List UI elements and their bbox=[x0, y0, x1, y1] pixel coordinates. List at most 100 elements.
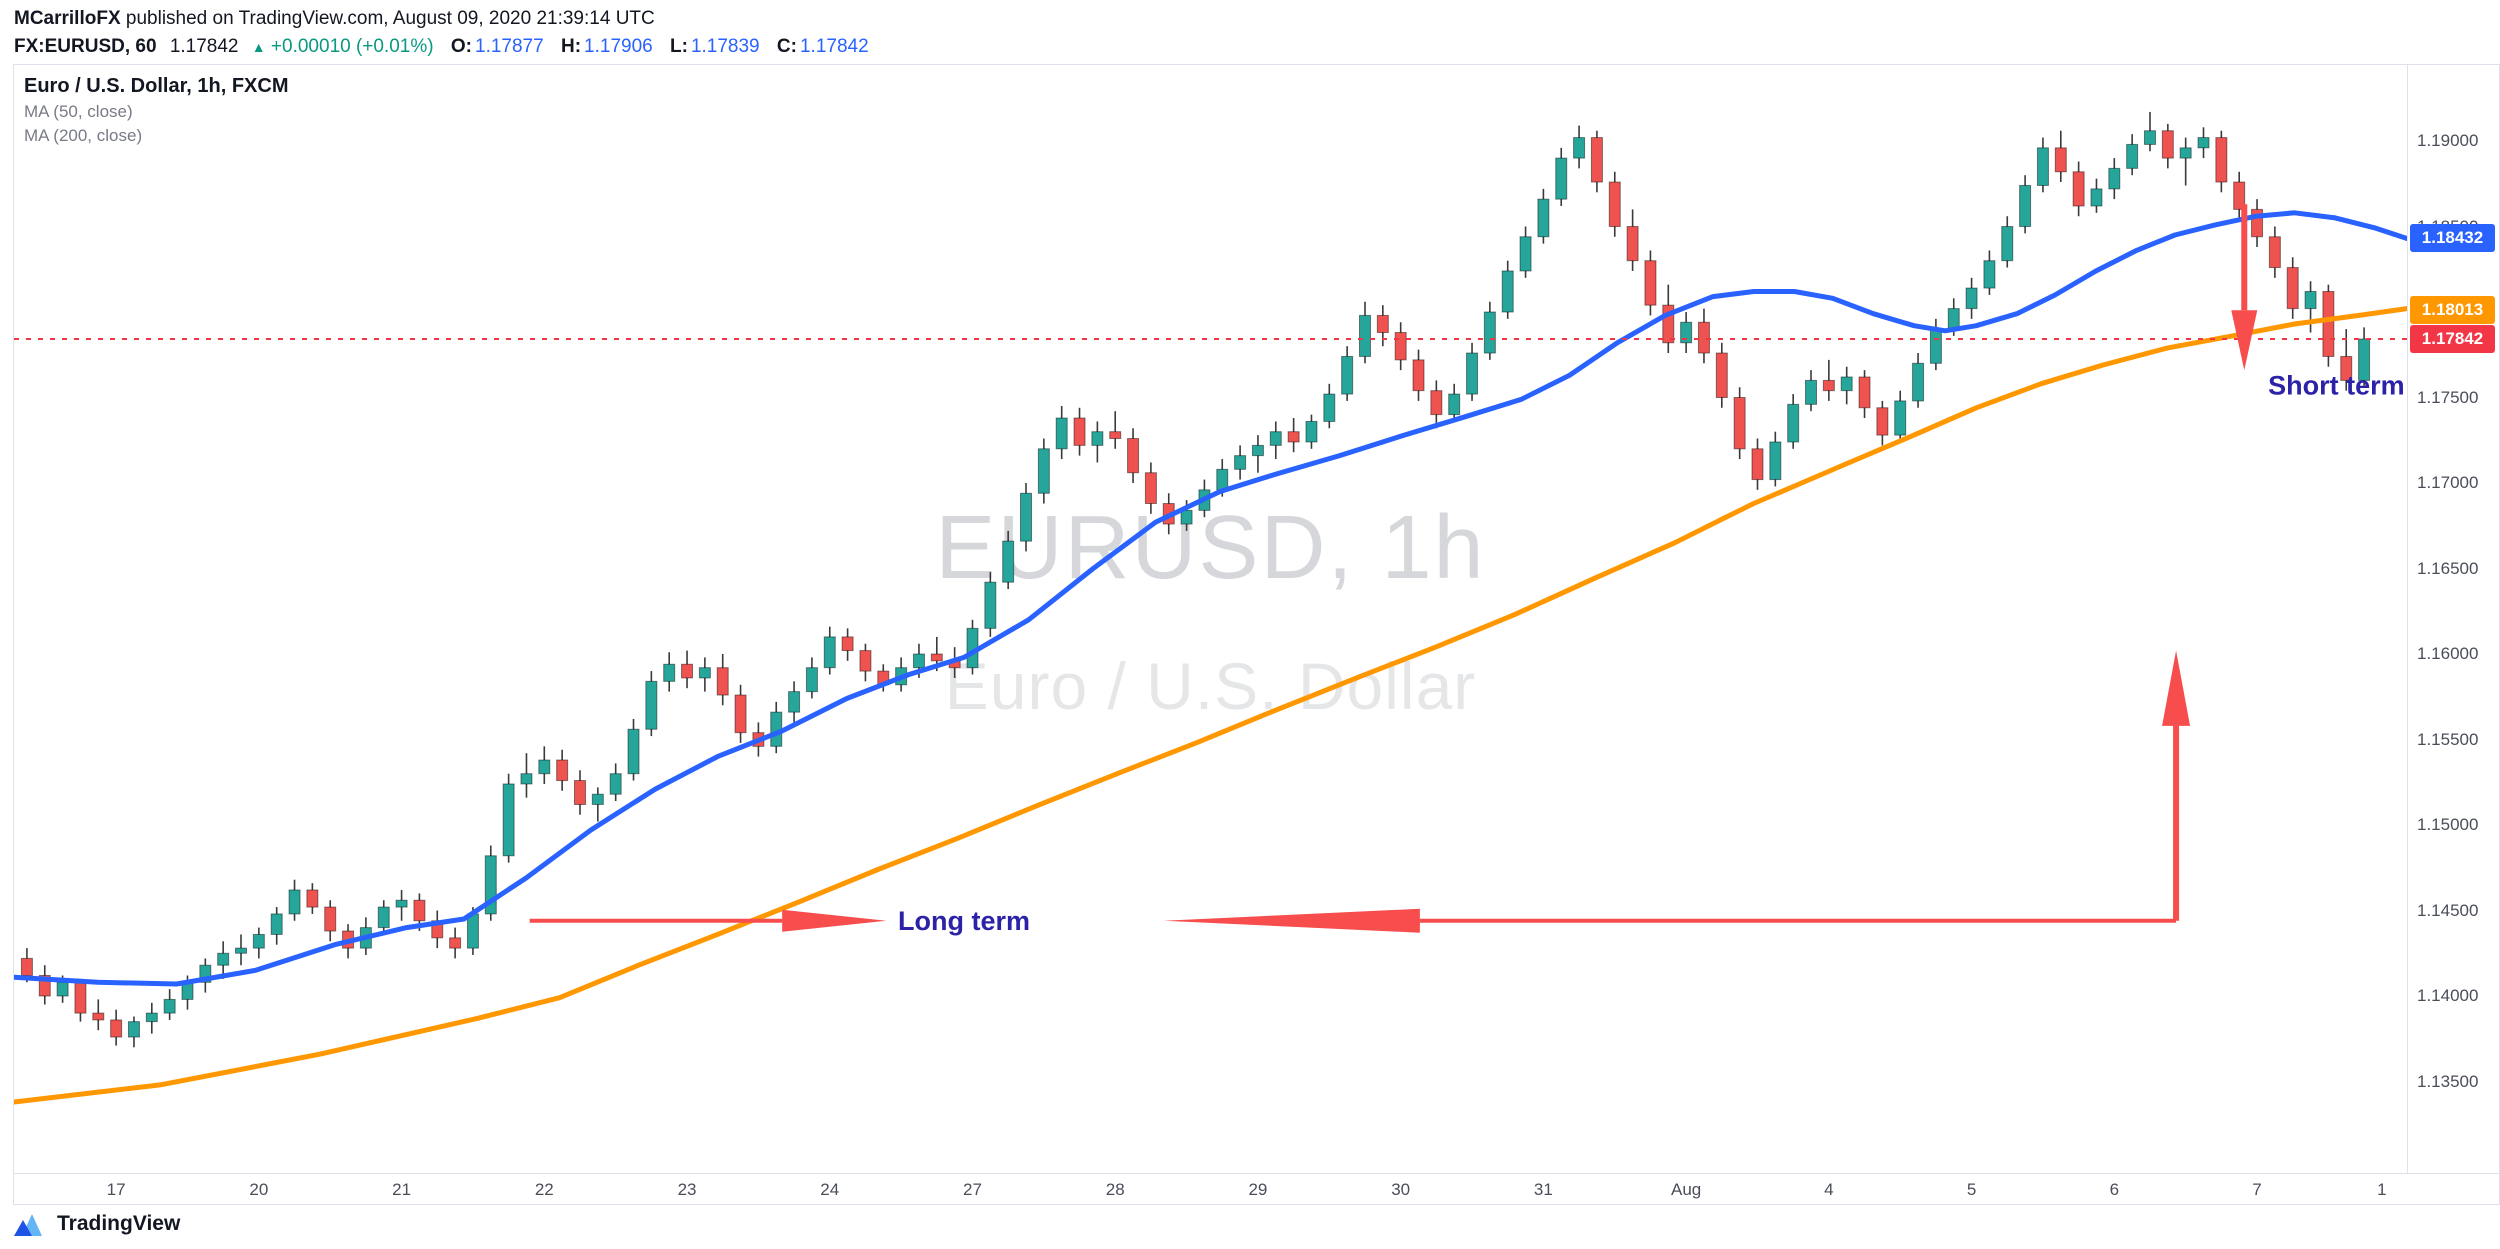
candle-body bbox=[1376, 314, 1389, 334]
long-term-label: Long term bbox=[898, 906, 1030, 936]
candle-body bbox=[306, 889, 319, 908]
candle-body bbox=[2108, 167, 2121, 190]
candle-body bbox=[2286, 267, 2299, 310]
candle-body bbox=[92, 1012, 105, 1021]
time-axis-label: 30 bbox=[1391, 1180, 1411, 1199]
candle-body bbox=[1947, 308, 1960, 330]
legend-ma50[interactable]: MA (50, close) bbox=[24, 102, 133, 121]
candle-body bbox=[1144, 472, 1157, 505]
time-axis-label: 17 bbox=[106, 1180, 126, 1199]
candle-body bbox=[2161, 130, 2174, 159]
candle-body bbox=[1358, 314, 1371, 357]
candle-body bbox=[199, 964, 212, 983]
price-axis-label: 1.16000 bbox=[2417, 644, 2479, 663]
candle-body bbox=[1751, 448, 1764, 481]
close-value: 1.17842 bbox=[799, 36, 869, 57]
price-axis-label: 1.14000 bbox=[2417, 986, 2479, 1005]
price-axis[interactable]: 1.190001.185001.175001.170001.165001.160… bbox=[2407, 65, 2499, 1173]
candle-body bbox=[520, 773, 533, 785]
candle-body bbox=[466, 913, 479, 949]
candle-body bbox=[2143, 130, 2156, 145]
candle-body bbox=[110, 1019, 123, 1038]
candle-body bbox=[1662, 304, 1675, 344]
time-axis-label: 23 bbox=[677, 1180, 697, 1199]
candle-body bbox=[734, 694, 747, 734]
price-axis-label: 1.13500 bbox=[2417, 1071, 2479, 1091]
candle-body bbox=[1733, 397, 1746, 450]
time-axis-label: 7 bbox=[2252, 1180, 2262, 1199]
close-label: C: bbox=[776, 36, 797, 57]
candle-body bbox=[1555, 157, 1568, 200]
candle-body bbox=[324, 906, 337, 932]
legend-symbol[interactable]: Euro / U.S. Dollar, 1h, FXCM bbox=[24, 75, 289, 97]
candle-body bbox=[2358, 338, 2371, 381]
candle-body bbox=[1430, 390, 1443, 416]
price-axis-label: 1.17000 bbox=[2417, 473, 2479, 492]
candle-body bbox=[1305, 420, 1318, 443]
price-chart-canvas[interactable]: Long term Short term bbox=[14, 65, 2407, 1173]
candle-body bbox=[270, 913, 283, 935]
time-axis-label: 6 bbox=[2109, 1180, 2120, 1199]
candle-body bbox=[1341, 355, 1354, 395]
chart-watermark: EURUSD, 1h Euro / U.S. Dollar bbox=[14, 65, 2407, 1173]
candle-body bbox=[591, 793, 604, 805]
candle-body bbox=[1608, 181, 1621, 227]
candle-body bbox=[805, 667, 818, 693]
candle-body bbox=[912, 653, 925, 669]
candle-body bbox=[681, 663, 694, 679]
candle-body bbox=[1894, 400, 1907, 436]
candle-body bbox=[163, 998, 176, 1014]
candle-body bbox=[1965, 287, 1978, 310]
price-axis-label: 1.15500 bbox=[2417, 729, 2479, 749]
candle-body bbox=[1287, 431, 1300, 443]
price-axis-label: 1.14500 bbox=[2417, 900, 2479, 920]
candle-body bbox=[449, 937, 462, 949]
time-axis-label: 28 bbox=[1105, 1180, 1125, 1199]
candle-body bbox=[288, 889, 301, 915]
price-axis-label: 1.17500 bbox=[2417, 387, 2479, 407]
ma-line bbox=[14, 306, 2407, 1105]
candle-body bbox=[127, 1021, 140, 1038]
candle-body bbox=[823, 636, 836, 669]
candle-body bbox=[217, 952, 230, 966]
candle-body bbox=[2197, 137, 2210, 149]
candle-body bbox=[2268, 236, 2281, 269]
candle-body bbox=[1073, 417, 1086, 446]
candle-body bbox=[645, 680, 658, 730]
candle-body bbox=[2054, 147, 2067, 173]
candle-body bbox=[573, 780, 586, 805]
candle-body bbox=[1626, 226, 1639, 262]
time-axis-label: 21 bbox=[392, 1180, 412, 1199]
time-axis-label: 29 bbox=[1248, 1180, 1268, 1199]
time-axis-label: 31 bbox=[1533, 1180, 1553, 1199]
price-axis-label: 1.19000 bbox=[2417, 131, 2479, 150]
price-badge: 1.18013 bbox=[2410, 295, 2495, 324]
candle-body bbox=[1037, 448, 1050, 494]
candle-body bbox=[1769, 441, 1782, 481]
candle-body bbox=[2019, 184, 2032, 227]
candle-body bbox=[2179, 147, 2192, 159]
quote-header: FX:EURUSD, 60 1.17842 ▲ +0.00010 (+0.01%… bbox=[14, 36, 869, 58]
candle-body bbox=[984, 581, 997, 629]
brand-name: TradingView bbox=[57, 1212, 181, 1235]
candle-body bbox=[2036, 147, 2049, 186]
time-axis-label: 1 bbox=[2377, 1180, 2387, 1199]
legend-ma200[interactable]: MA (200, close) bbox=[24, 126, 143, 145]
candle-body bbox=[502, 783, 515, 857]
candle-body bbox=[716, 667, 729, 696]
candle-body bbox=[1983, 260, 1996, 289]
candle-body bbox=[1234, 455, 1247, 470]
candle-body bbox=[484, 855, 497, 915]
candle-body bbox=[1251, 444, 1264, 457]
candle-body bbox=[1323, 393, 1336, 422]
candle-body bbox=[2340, 355, 2353, 381]
candle-body bbox=[1055, 417, 1068, 450]
footer-brand[interactable]: TradingView bbox=[14, 1206, 180, 1242]
low-label: L: bbox=[670, 36, 688, 57]
up-arrow-head bbox=[2162, 650, 2191, 726]
open-value: 1.17877 bbox=[475, 36, 544, 57]
candle-body bbox=[20, 957, 33, 976]
time-axis[interactable]: 17 20 21 22 23 24 27 28 29 30 31 Aug 4 5 6 7 1 bbox=[14, 1173, 2499, 1204]
candle-body bbox=[1840, 376, 1853, 392]
candle-body bbox=[1590, 137, 1603, 183]
